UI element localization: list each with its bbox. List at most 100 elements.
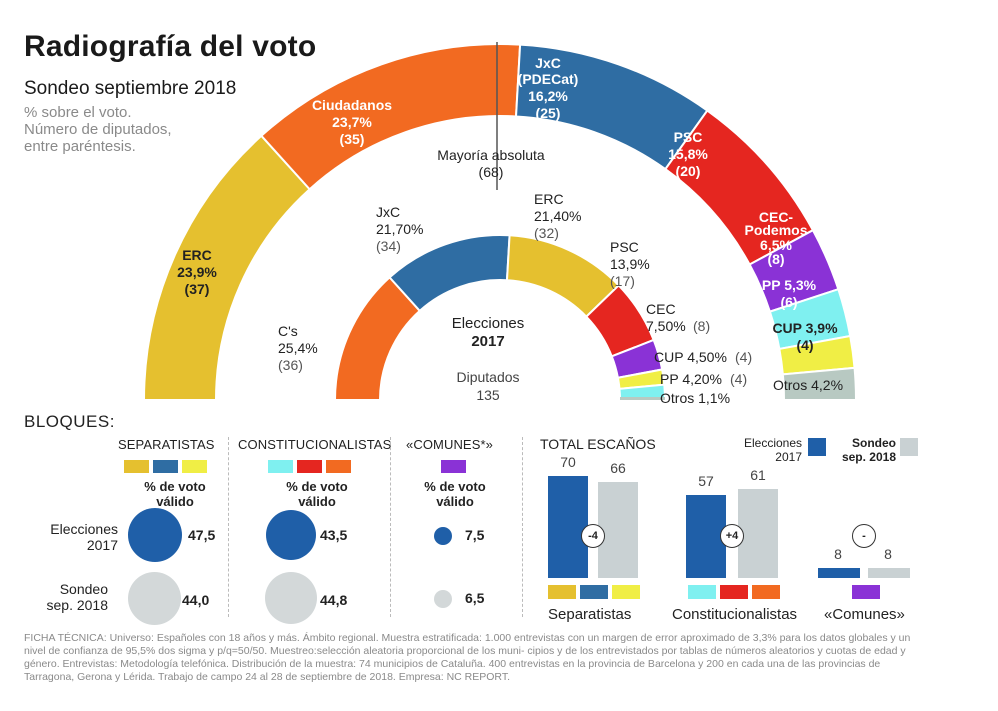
pct-label-comunes: % de voto válido	[410, 479, 500, 509]
pct-label-constitucionalistas: % de voto válido	[272, 479, 362, 509]
legend-line: sep. 2018	[841, 450, 896, 464]
row-label-line: Sondeo	[59, 581, 108, 597]
outer-label-cup: CUP 3,9%	[772, 320, 838, 336]
inner-center-sub2: 135	[476, 387, 500, 403]
inner-label-pp: PP 4,20%	[660, 371, 722, 387]
bar-swatch-erc	[548, 585, 576, 599]
pct-label-line: % de voto	[424, 479, 486, 494]
inner-label-otros: Otros 1,1%	[660, 390, 730, 406]
inner-center-title2: 2017	[471, 333, 504, 350]
value-comunes-2017: 7,5	[465, 527, 485, 543]
inner-label-cec-name: CEC	[646, 301, 676, 317]
inner-label-jxc-pct: 21,70%	[376, 221, 423, 237]
outer-slice-otros	[781, 366, 858, 401]
chart-note-line: Número de diputados,	[24, 121, 172, 138]
inner-label-psc-name: PSC	[610, 239, 639, 255]
bar-elecciones-2	[818, 568, 860, 578]
outer-label-otros: Otros 4,2%	[773, 377, 843, 393]
swatch-psc	[297, 460, 322, 473]
circle-comunes-2017	[434, 527, 452, 545]
outer-label-pp-seats: (6)	[780, 294, 797, 310]
circle-comunes-2018	[434, 590, 452, 608]
outer-label-psc-pct: 15,8%	[668, 146, 708, 162]
outer-label-cec-line2: Podemos	[744, 222, 807, 238]
inner-label-cs-pct: 25,4%	[278, 340, 318, 356]
outer-label-cs-seats: (35)	[340, 131, 365, 147]
bar-swatch-jxc	[580, 585, 608, 599]
bar-swatch-cec	[852, 585, 880, 599]
row-label-sondeo: Sondeo sep. 2018	[22, 581, 109, 613]
divider	[522, 437, 523, 617]
inner-label-pp-seats: (4)	[730, 371, 747, 387]
inner-label-erc-name: ERC	[534, 191, 564, 207]
legend-elecciones-text: Elecciones 2017	[736, 436, 802, 464]
chart-note-line: % sobre el voto.	[24, 104, 132, 121]
bar-value-label: 8	[884, 546, 892, 562]
group-title-separatistas: SEPARATISTAS	[118, 437, 215, 452]
outer-label-cup-seats: (4)	[796, 337, 813, 353]
bar-swatch-cs	[752, 585, 780, 599]
row-label-line: 2017	[86, 537, 118, 553]
swatch-cec	[441, 460, 466, 473]
outer-label-jxc-sub: (PDECat)	[518, 71, 579, 87]
inner-label-cup: CUP 4,50%	[654, 349, 727, 365]
row-label-line: Elecciones	[50, 521, 118, 537]
total-escanos-title: TOTAL ESCAÑOS	[540, 436, 656, 452]
circle-separatistas-2017	[128, 508, 182, 562]
bar-swatch-cup	[612, 585, 640, 599]
difference-badge: -4	[581, 524, 605, 548]
pct-label-line: válido	[156, 494, 194, 509]
legend-line: Sondeo	[852, 436, 896, 450]
outer-label-cec-pct: 6,5%	[760, 237, 792, 253]
inner-hemicycle-elecciones-2017	[333, 234, 667, 401]
pct-label-line: % de voto	[144, 479, 206, 494]
outer-label-erc-name: ERC	[182, 247, 212, 263]
majority-label: Mayoría absoluta	[437, 147, 545, 163]
outer-label-jxc-pct: 16,2%	[528, 88, 568, 104]
value-constitucionalistas-2018: 44,8	[320, 592, 348, 608]
value-comunes-2018: 6,5	[465, 590, 485, 606]
bar-value-label: 57	[698, 472, 714, 489]
chart-subtitle: Sondeo septiembre 2018	[24, 78, 237, 99]
outer-label-psc-seats: (20)	[676, 163, 701, 179]
swatch-pp	[268, 460, 293, 473]
pct-label-line: válido	[436, 494, 474, 509]
difference-badge: +4	[720, 524, 744, 548]
outer-label-cec-line1: CEC-	[759, 209, 794, 225]
inner-label-cec-seats: (8)	[693, 318, 710, 334]
inner-slice-otros	[620, 397, 665, 400]
category-constitucionalistas: Constitucionalistas	[672, 606, 798, 623]
bar-value-label: 61	[750, 467, 766, 484]
inner-center-title1: Elecciones	[452, 315, 525, 332]
outer-label-jxc-name: JxC	[535, 55, 561, 71]
bar-value-label: 8	[834, 546, 842, 562]
pct-label-line: % de voto	[286, 479, 348, 494]
row-label-line: sep. 2018	[46, 597, 109, 613]
outer-label-jxc-seats: (25)	[536, 105, 561, 121]
legend-sondeo-text: Sondeo sep. 2018	[840, 436, 896, 464]
outer-label-cec-seats: (8)	[767, 251, 784, 267]
inner-label-cs-seats: (36)	[278, 357, 303, 373]
swatch-cup	[182, 460, 207, 473]
circle-separatistas-2018	[128, 572, 181, 625]
legend-swatch-sondeo	[900, 438, 918, 456]
legend-line: 2017	[775, 450, 802, 464]
swatch-cs	[326, 460, 351, 473]
row-label-elecciones: Elecciones 2017	[22, 521, 118, 553]
inner-label-psc-seats: (17)	[610, 273, 635, 289]
outer-label-psc-name: PSC	[674, 129, 703, 145]
pct-label-separatistas: % de voto válido	[130, 479, 220, 509]
group-title-comunes: «COMUNES*»	[406, 437, 493, 452]
outer-label-erc-pct: 23,9%	[177, 264, 217, 280]
majority-value: (68)	[479, 164, 504, 180]
category-separatistas: Separatistas	[548, 606, 632, 623]
outer-label-pp: PP 5,3%	[762, 277, 817, 293]
inner-label-jxc-name: JxC	[376, 204, 400, 220]
value-constitucionalistas-2017: 43,5	[320, 527, 348, 543]
inner-label-cs-name: C's	[278, 323, 298, 339]
page-title: Radiografía del voto	[24, 30, 317, 63]
pct-label-line: válido	[298, 494, 336, 509]
value-separatistas-2018: 44,0	[182, 592, 210, 608]
circle-constitucionalistas-2018	[265, 572, 317, 624]
